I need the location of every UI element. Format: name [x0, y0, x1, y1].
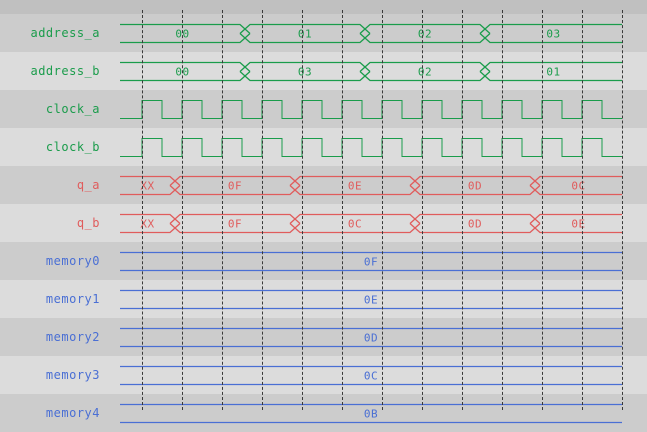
bus-value-q_b: 0F: [228, 218, 242, 231]
waveform-viewer: address_a 00 01 02 03 address_b 00 03 02 01 clock_…: [0, 10, 647, 432]
signal-label-address_a[interactable]: address_a: [30, 26, 100, 40]
signal-row-address_a[interactable]: address_a 00 01 02 03: [0, 14, 647, 52]
signal-plot-memory2[interactable]: 0D: [120, 318, 622, 356]
signal-label-address_b[interactable]: address_b: [30, 64, 100, 78]
bus-value-address_b: 03: [298, 66, 312, 79]
bus-value-address_a: 03: [546, 28, 560, 41]
signal-row-memory4[interactable]: memory4 0B: [0, 394, 647, 432]
signal-plot-memory0[interactable]: 0F: [120, 242, 622, 280]
bus-value-address_b: 02: [418, 66, 432, 79]
signal-label-memory1[interactable]: memory1: [45, 292, 100, 306]
signal-plot-memory4[interactable]: 0B: [120, 394, 622, 432]
signal-label-memory3[interactable]: memory3: [45, 368, 100, 382]
bus-value-q_b: XX: [140, 218, 154, 231]
signal-label-memory2[interactable]: memory2: [45, 330, 100, 344]
signal-label-clock_a[interactable]: clock_a: [45, 102, 100, 116]
signal-plot-clock_a[interactable]: [120, 90, 622, 128]
signal-label-q_b[interactable]: q_b: [76, 216, 100, 230]
signal-row-clock_a[interactable]: clock_a: [0, 90, 647, 128]
signal-label-memory0[interactable]: memory0: [45, 254, 100, 268]
bus-value-memory3: 0C: [364, 370, 378, 383]
bus-value-address_b: 01: [546, 66, 560, 79]
bus-value-q_a: 0E: [348, 180, 362, 193]
bus-value-q_a: 0F: [228, 180, 242, 193]
signal-label-clock_b[interactable]: clock_b: [45, 140, 100, 154]
signal-plot-address_a[interactable]: 00 01 02 03: [120, 14, 622, 52]
signal-row-clock_b[interactable]: clock_b: [0, 128, 647, 166]
signal-plot-q_a[interactable]: XX 0F 0E 0D 0C: [120, 166, 622, 204]
bus-value-q_b: 0C: [348, 218, 362, 231]
bus-value-memory4: 0B: [364, 408, 378, 421]
signal-plot-memory1[interactable]: 0E: [120, 280, 622, 318]
bus-value-q_a: 0C: [571, 180, 585, 193]
signal-row-q_b[interactable]: q_b XX 0F 0C 0D 0E: [0, 204, 647, 242]
bus-value-memory1: 0E: [364, 294, 378, 307]
bus-value-address_a: 02: [418, 28, 432, 41]
signal-plot-memory3[interactable]: 0C: [120, 356, 622, 394]
signal-row-memory3[interactable]: memory3 0C: [0, 356, 647, 394]
bus-value-address_a: 01: [298, 28, 312, 41]
bus-value-q_b: 0D: [468, 218, 482, 231]
bus-value-address_b: 00: [175, 66, 189, 79]
signal-row-q_a[interactable]: q_a XX 0F 0E 0D 0C: [0, 166, 647, 204]
signal-row-memory1[interactable]: memory1 0E: [0, 280, 647, 318]
signal-label-memory4[interactable]: memory4: [45, 406, 100, 420]
bus-value-memory0: 0F: [364, 256, 378, 269]
signal-plot-clock_b[interactable]: [120, 128, 622, 166]
signal-row-memory2[interactable]: memory2 0D: [0, 318, 647, 356]
bus-value-address_a: 00: [175, 28, 189, 41]
bus-value-q_a: XX: [140, 180, 154, 193]
signal-plot-q_b[interactable]: XX 0F 0C 0D 0E: [120, 204, 622, 242]
bus-value-q_a: 0D: [468, 180, 482, 193]
signal-plot-address_b[interactable]: 00 03 02 01: [120, 52, 622, 90]
signal-label-q_a[interactable]: q_a: [76, 178, 100, 192]
signal-row-address_b[interactable]: address_b 00 03 02 01: [0, 52, 647, 90]
signal-row-memory0[interactable]: memory0 0F: [0, 242, 647, 280]
bus-value-q_b: 0E: [571, 218, 585, 231]
bus-value-memory2: 0D: [364, 332, 378, 345]
